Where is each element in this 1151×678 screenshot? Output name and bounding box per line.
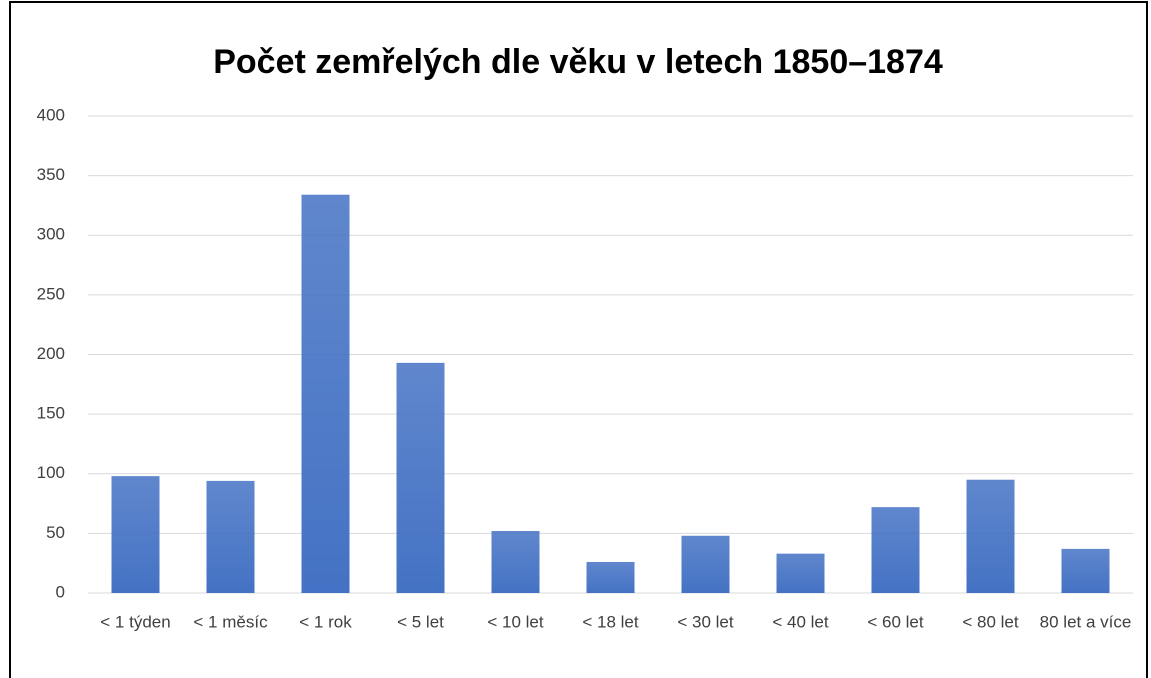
x-tick-label: < 10 let xyxy=(487,612,544,631)
x-tick-label: 80 let a více xyxy=(1040,612,1132,631)
x-tick-label: < 1 rok xyxy=(299,612,352,631)
y-tick-label: 250 xyxy=(37,284,65,303)
bar xyxy=(111,476,160,593)
x-tick-label: < 30 let xyxy=(677,612,734,631)
bar xyxy=(491,530,540,593)
y-tick-label: 400 xyxy=(37,105,65,124)
y-tick-label: 50 xyxy=(46,523,65,542)
x-tick-label: < 40 let xyxy=(772,612,829,631)
x-tick-label: < 80 let xyxy=(962,612,1019,631)
chart-title: Počet zemřelých dle věku v letech 1850–1… xyxy=(213,43,943,81)
y-tick-label: 200 xyxy=(37,344,65,363)
bar xyxy=(396,362,445,593)
y-tick-label: 150 xyxy=(37,404,65,423)
x-tick-label: < 18 let xyxy=(582,612,639,631)
bar xyxy=(776,553,825,593)
bar xyxy=(586,561,635,593)
bar xyxy=(301,194,350,593)
x-tick-label: < 1 týden xyxy=(100,612,170,631)
bar xyxy=(871,507,920,593)
bar xyxy=(206,480,255,593)
x-tick-label: < 5 let xyxy=(397,612,444,631)
y-tick-label: 0 xyxy=(56,582,65,601)
y-tick-label: 350 xyxy=(37,165,65,184)
bar xyxy=(966,479,1015,593)
x-tick-label: < 60 let xyxy=(867,612,924,631)
bar xyxy=(1061,548,1110,593)
y-tick-label: 100 xyxy=(37,463,65,482)
bar xyxy=(681,535,730,593)
y-tick-label: 300 xyxy=(37,225,65,244)
x-tick-label: < 1 měsíc xyxy=(193,612,268,631)
chart-frame xyxy=(9,1,1148,678)
